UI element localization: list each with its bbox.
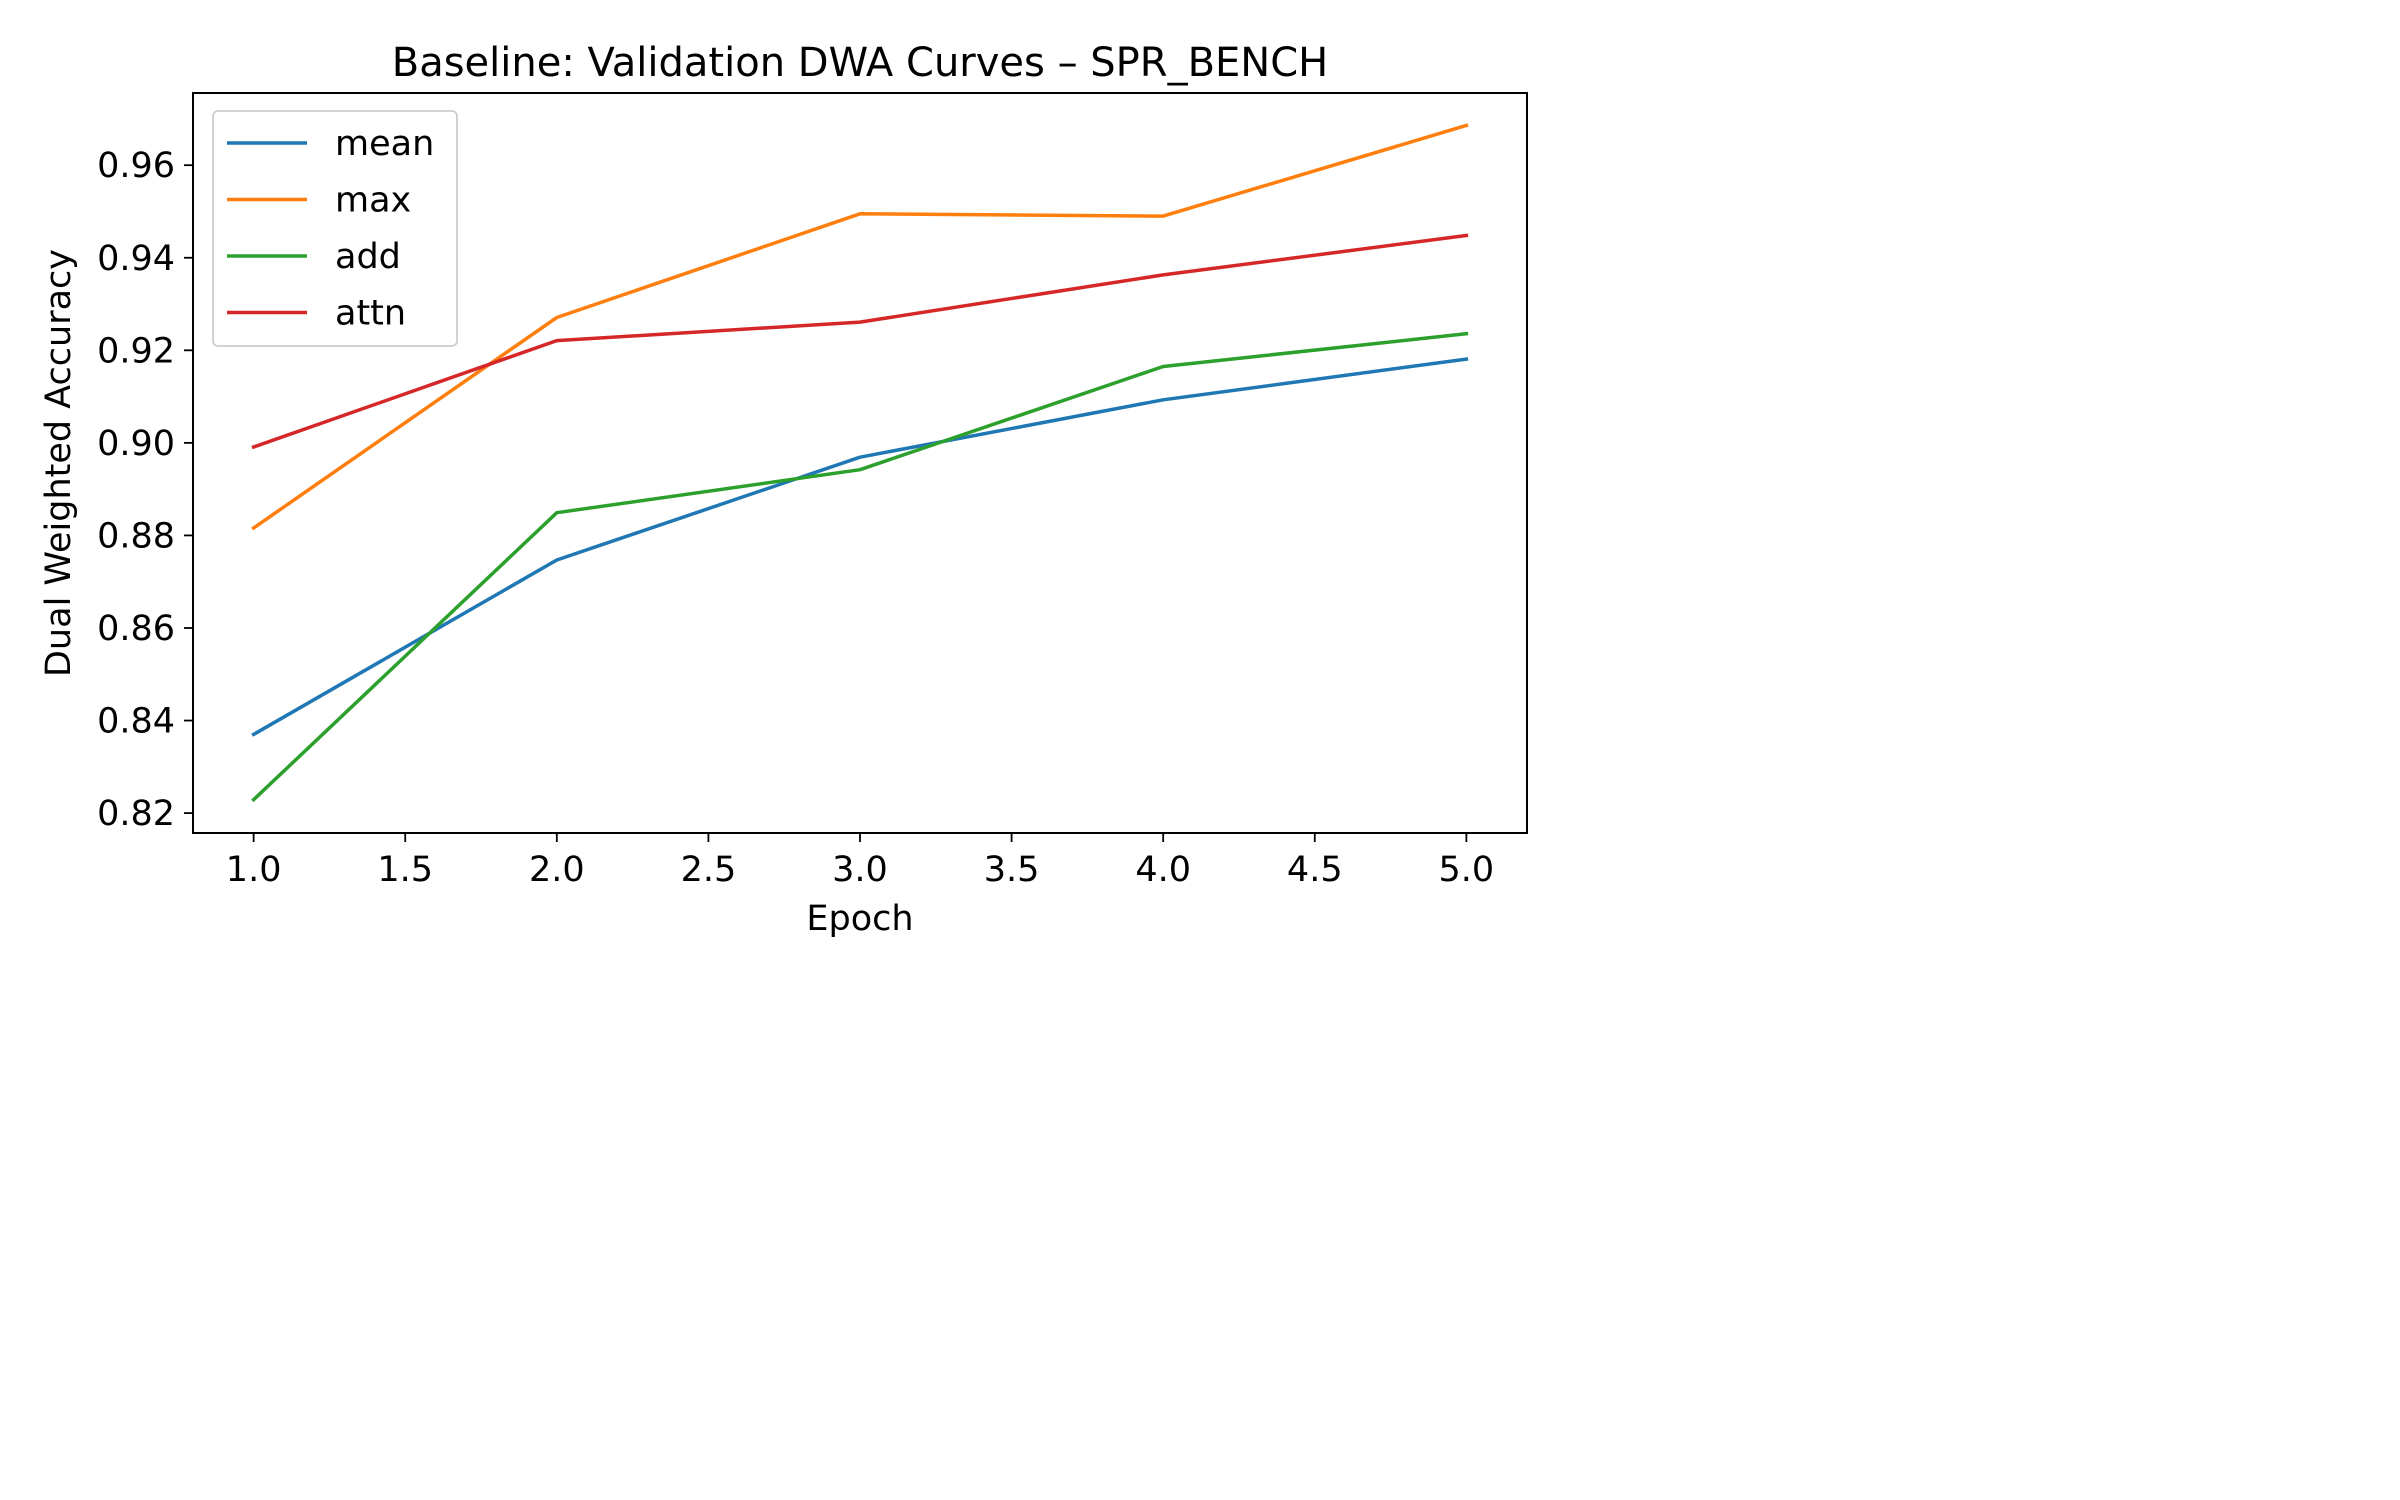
- line-chart: Baseline: Validation DWA Curves – SPR_BE…: [0, 0, 1561, 970]
- y-axis: 0.82 0.84 0.86 0.88 0.90 0.92 0.94 0.96: [97, 146, 193, 834]
- x-tick-label: 1.0: [226, 850, 282, 890]
- x-axis: 1.0 1.5 2.0 2.5 3.0 3.5 4.0 4.5 5.0: [226, 833, 1494, 890]
- x-tick-label: 3.5: [984, 850, 1040, 890]
- x-tick-label: 4.0: [1135, 850, 1191, 890]
- y-tick-label: 0.96: [97, 146, 175, 186]
- y-tick-label: 0.90: [97, 424, 175, 464]
- legend: mean max add attn: [212, 110, 458, 347]
- legend-box: [212, 110, 458, 347]
- x-tick-label: 2.5: [681, 850, 737, 890]
- series-line-add: [251, 331, 1469, 803]
- legend-label-max: max: [335, 181, 411, 221]
- y-tick-label: 0.94: [97, 239, 175, 279]
- series-line-mean: [251, 357, 1469, 737]
- x-tick-label: 2.0: [529, 850, 585, 890]
- x-tick-label: 5.0: [1439, 850, 1495, 890]
- y-tick-label: 0.82: [97, 794, 175, 834]
- series-layer: [251, 123, 1469, 803]
- chart-title: Baseline: Validation DWA Curves – SPR_BE…: [392, 40, 1328, 86]
- y-axis-label: Dual Weighted Accuracy: [39, 249, 79, 677]
- y-tick-label: 0.84: [97, 702, 175, 742]
- x-tick-label: 1.5: [377, 850, 433, 890]
- series-line-max: [251, 123, 1469, 531]
- y-tick-label: 0.88: [97, 516, 175, 556]
- series-line-attn: [251, 233, 1469, 450]
- legend-label-attn: attn: [335, 294, 406, 334]
- x-tick-label: 4.5: [1287, 850, 1343, 890]
- y-tick-label: 0.92: [97, 331, 175, 371]
- x-axis-label: Epoch: [806, 899, 913, 939]
- y-tick-label: 0.86: [97, 609, 175, 649]
- x-tick-label: 3.0: [832, 850, 888, 890]
- legend-label-mean: mean: [335, 124, 434, 164]
- legend-label-add: add: [335, 237, 401, 277]
